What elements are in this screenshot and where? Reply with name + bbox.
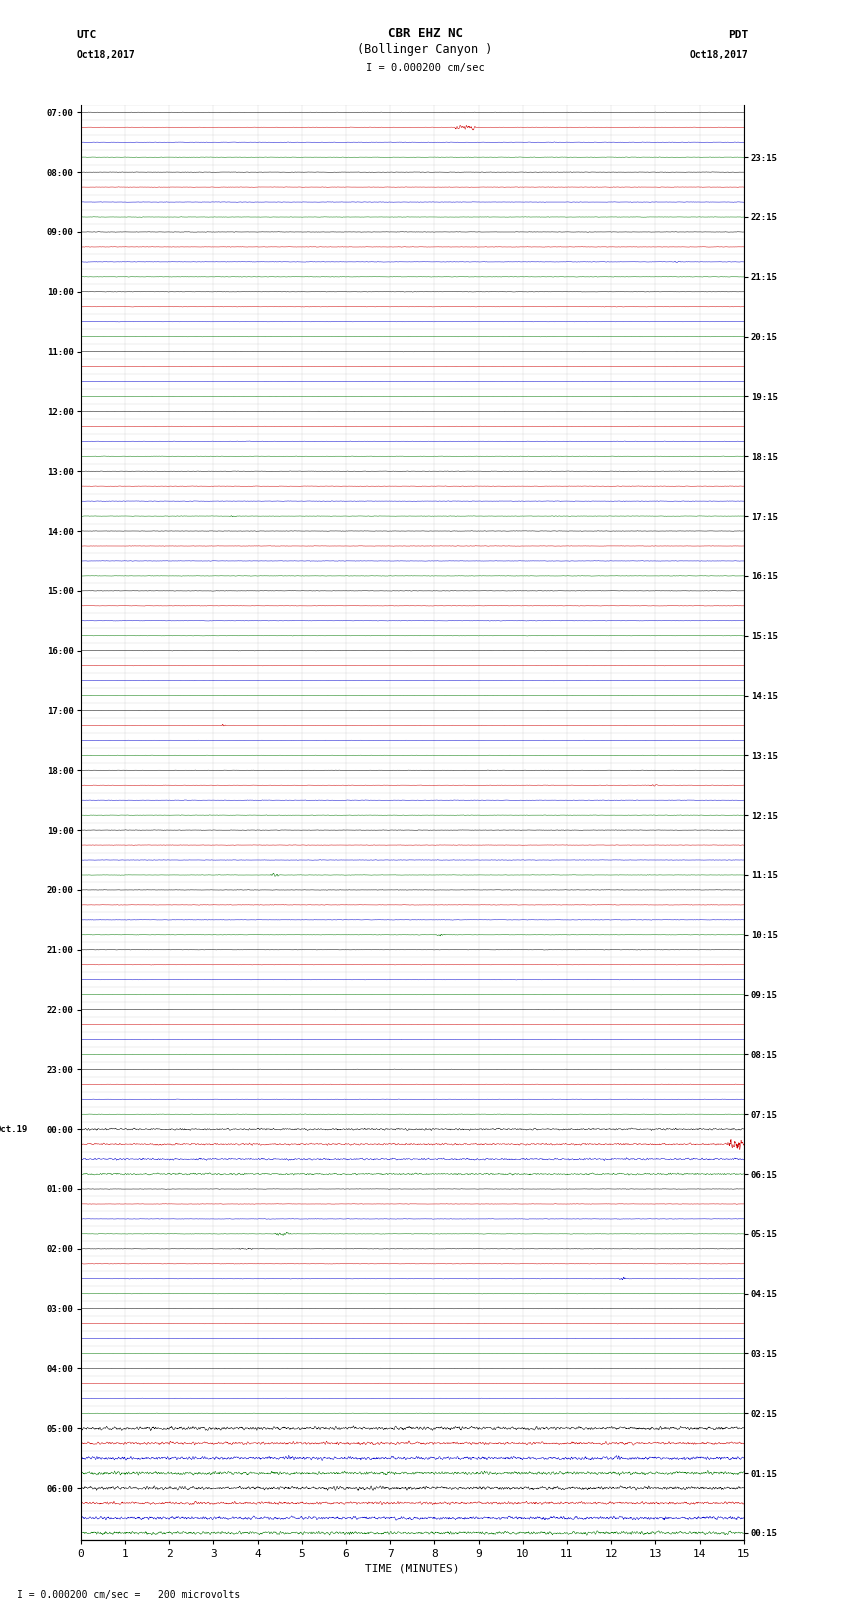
Text: CBR EHZ NC: CBR EHZ NC (388, 27, 462, 40)
X-axis label: TIME (MINUTES): TIME (MINUTES) (365, 1563, 460, 1574)
Text: Oct18,2017: Oct18,2017 (689, 50, 748, 60)
Text: I = 0.000200 cm/sec =   200 microvolts: I = 0.000200 cm/sec = 200 microvolts (17, 1590, 241, 1600)
Text: Oct.19: Oct.19 (0, 1124, 28, 1134)
Text: I = 0.000200 cm/sec: I = 0.000200 cm/sec (366, 63, 484, 73)
Text: Oct18,2017: Oct18,2017 (76, 50, 135, 60)
Text: (Bollinger Canyon ): (Bollinger Canyon ) (357, 44, 493, 56)
Text: PDT: PDT (728, 31, 748, 40)
Text: UTC: UTC (76, 31, 97, 40)
